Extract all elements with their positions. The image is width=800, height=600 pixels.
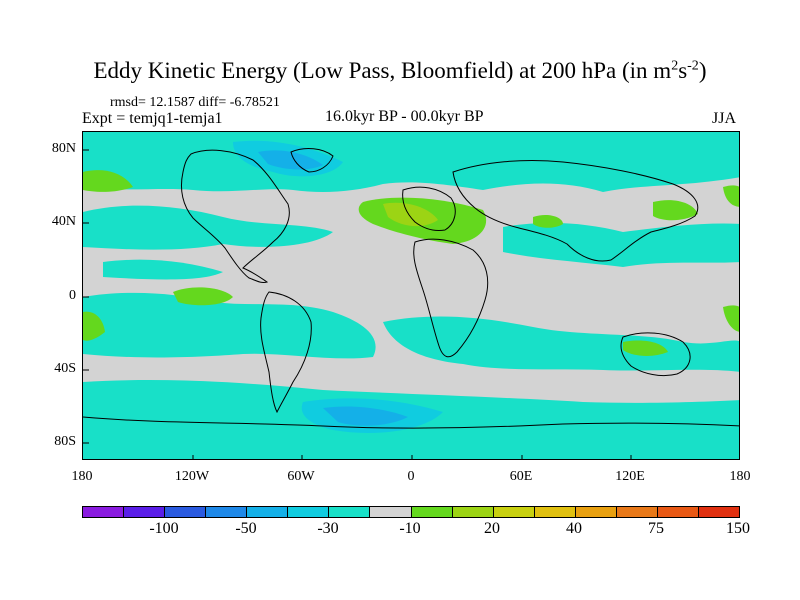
colorbar-label: -30 <box>317 520 339 537</box>
negative-anomaly-band-50 <box>258 150 408 426</box>
colorbar-label: 20 <box>484 520 500 537</box>
colorbar-swatch-1 <box>124 507 166 517</box>
colorbar-swatch-15 <box>698 507 739 517</box>
lon-label-0: 0 <box>407 469 415 484</box>
colorbar-swatch-2 <box>165 507 207 517</box>
lon-label-60w: 60W <box>287 469 315 484</box>
lon-label-60e: 60E <box>509 469 533 484</box>
colorbar-swatch-8 <box>411 507 453 517</box>
season-label: JJA <box>712 110 737 127</box>
lon-label-120e: 120E <box>615 469 645 484</box>
colorbar-label: -10 <box>399 520 421 537</box>
colorbar-label: -50 <box>235 520 257 537</box>
lat-label-equator: 0 <box>69 288 76 303</box>
positive-anomaly-band-40 <box>383 202 438 227</box>
negative-anomaly-band-10 <box>83 132 739 459</box>
colorbar-swatch-7 <box>370 507 412 517</box>
lat-label-40n: 40N <box>51 214 76 229</box>
colorbar-swatch-9 <box>452 507 494 517</box>
colorbar-swatch-0 <box>83 507 125 517</box>
colorbar-label: 150 <box>726 520 750 537</box>
lon-label-180w: 180 <box>71 469 93 484</box>
colorbar-label: -100 <box>149 520 179 537</box>
colorbar-swatch-5 <box>288 507 330 517</box>
experiment-label: Expt = temjq1-temja1 <box>82 110 223 127</box>
coastlines <box>83 148 739 429</box>
colorbar-swatch-10 <box>493 507 535 517</box>
plot-title: Eddy Kinetic Energy (Low Pass, Bloomfiel… <box>93 58 707 83</box>
colorbar-swatch-14 <box>657 507 699 517</box>
lon-label-180e: 180 <box>729 469 751 484</box>
colorbar-swatch-12 <box>575 507 617 517</box>
colorbar-swatch-6 <box>329 507 371 517</box>
colorbar-swatch-13 <box>616 507 658 517</box>
colorbar-swatch-3 <box>206 507 248 517</box>
lat-label-80n: 80N <box>51 141 76 156</box>
stats-label: rmsd= 12.1587 diff= -6.78521 <box>110 95 280 110</box>
lon-label-120w: 120W <box>174 469 210 484</box>
eke-contour-map <box>83 132 739 459</box>
map-panel <box>82 131 740 460</box>
axis-ticks <box>83 149 632 459</box>
colorbar-label: 40 <box>566 520 582 537</box>
colorbar-swatch-4 <box>247 507 289 517</box>
lat-label-40s: 40S <box>54 361 76 376</box>
colorbar <box>82 506 740 518</box>
lat-label-80s: 80S <box>54 434 76 449</box>
colorbar-label: 75 <box>648 520 664 537</box>
period-label: 16.0kyr BP - 00.0kyr BP <box>325 108 484 125</box>
colorbar-swatch-11 <box>534 507 576 517</box>
